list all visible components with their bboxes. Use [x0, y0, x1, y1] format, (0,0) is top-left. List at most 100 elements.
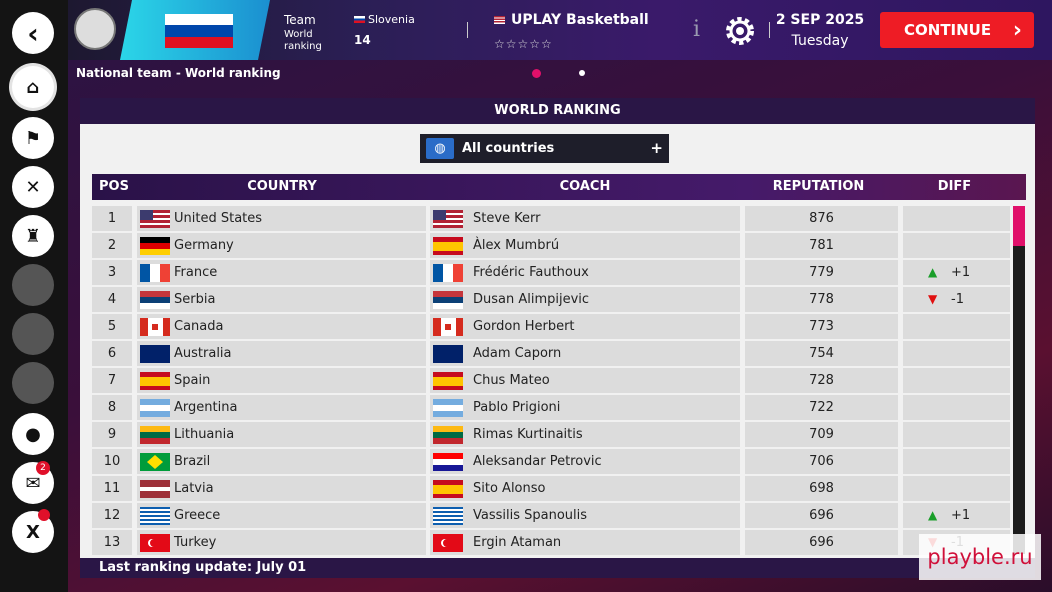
diff-value: -1 [951, 292, 964, 307]
reputation-cell: 876 [745, 206, 898, 231]
coach-name: Chus Mateo [473, 373, 550, 388]
country-filter[interactable]: ◍ All countries + [420, 134, 669, 163]
country-cell: Spain [137, 368, 426, 393]
separator [467, 22, 468, 38]
country-name: Germany [174, 238, 234, 253]
flag [433, 264, 463, 282]
diff-cell [903, 422, 1010, 447]
sidebar-button[interactable]: ‹ [12, 12, 54, 54]
country-name: Latvia [174, 481, 214, 496]
diff-cell [903, 314, 1010, 339]
flag [140, 426, 170, 444]
diff-value: +1 [951, 265, 971, 280]
weekday: Tuesday [791, 33, 849, 49]
country-name: Australia [174, 346, 232, 361]
coach-name: Gordon Herbert [473, 319, 575, 334]
reputation-cell: 696 [745, 530, 898, 555]
pos-cell: 1 [92, 206, 132, 231]
pos-cell: 12 [92, 503, 132, 528]
flag [433, 210, 463, 228]
sidebar-button[interactable]: ♜ [12, 215, 54, 257]
country-name: United States [174, 211, 263, 226]
flag [140, 399, 170, 417]
country-cell: Argentina [137, 395, 426, 420]
coach-cell: Dusan Alimpijevic [430, 287, 740, 312]
game-title: UPLAY Basketball [511, 12, 649, 28]
diff-arrow: ▼ [928, 292, 938, 306]
pos-cell: 13 [92, 530, 132, 555]
flag [433, 426, 463, 444]
diff-cell: ▲ +1 [903, 260, 1010, 285]
coach-cell: Adam Caporn [430, 341, 740, 366]
diff-value: +1 [951, 508, 971, 523]
country-cell: Germany [137, 233, 426, 258]
diff-cell [903, 368, 1010, 393]
page-dot[interactable] [532, 69, 541, 78]
coach-name: Adam Caporn [473, 346, 562, 361]
continue-label[interactable]: CONTINUE [904, 21, 992, 39]
filter-label[interactable]: All countries [462, 141, 555, 156]
notification-dot [38, 509, 50, 521]
watermark: playble.ru [919, 534, 1041, 580]
continue-button[interactable]: CONTINUE › [880, 12, 1034, 48]
diff-cell [903, 341, 1010, 366]
reputation-cell: 706 [745, 449, 898, 474]
pos-cell: 9 [92, 422, 132, 447]
sidebar-button[interactable] [12, 313, 54, 355]
country-cell: Lithuania [137, 422, 426, 447]
country-name: Canada [174, 319, 224, 334]
page-dot[interactable] [579, 70, 585, 76]
flag [433, 453, 463, 471]
country-cell: Brazil [137, 449, 426, 474]
flag [433, 291, 463, 309]
team-rank: 14 [354, 33, 371, 47]
scroll-thumb[interactable] [1013, 206, 1025, 246]
pos-cell: 7 [92, 368, 132, 393]
country-cell: France [137, 260, 426, 285]
country-name: Argentina [174, 400, 238, 415]
coach-name: Aleksandar Petrovic [473, 454, 602, 469]
panel-title: WORLD RANKING [80, 98, 1035, 124]
small-flag [354, 16, 365, 23]
coach-cell: Pablo Prigioni [430, 395, 740, 420]
diff-cell [903, 395, 1010, 420]
club-logo[interactable] [74, 8, 116, 50]
reputation-cell: 779 [745, 260, 898, 285]
country-cell: Canada [137, 314, 426, 339]
column-header: COACH [559, 179, 611, 194]
country-cell: Greece [137, 503, 426, 528]
coach-name: Frédéric Fauthoux [473, 265, 589, 280]
sidebar-button[interactable]: ● [12, 413, 54, 455]
coach-cell: Aleksandar Petrovic [430, 449, 740, 474]
flag [433, 507, 463, 525]
notification-badge: 2 [36, 461, 50, 475]
pos-cell: 4 [92, 287, 132, 312]
pos-cell: 10 [92, 449, 132, 474]
flag [140, 372, 170, 390]
country-cell: United States [137, 206, 426, 231]
diff-cell: ▼ -1 [903, 287, 1010, 312]
reputation-cell: 728 [745, 368, 898, 393]
country-cell: Australia [137, 341, 426, 366]
coach-cell: Frédéric Fauthoux [430, 260, 740, 285]
team-flag [165, 14, 233, 48]
settings-button[interactable] [723, 14, 757, 48]
info-button[interactable]: i [693, 17, 701, 42]
country-cell: Serbia [137, 287, 426, 312]
country-name: Greece [174, 508, 221, 523]
sidebar-button[interactable] [12, 264, 54, 306]
sidebar-button[interactable]: ✕ [12, 166, 54, 208]
reputation-cell: 709 [745, 422, 898, 447]
country-name: Serbia [174, 292, 216, 307]
scrollbar[interactable] [1013, 206, 1025, 554]
sidebar-button[interactable]: ⌂ [12, 66, 54, 108]
flag [140, 507, 170, 525]
sidebar-button[interactable]: ⚑ [12, 117, 54, 159]
reputation-cell: 698 [745, 476, 898, 501]
sidebar-button[interactable] [12, 362, 54, 404]
flag [140, 345, 170, 363]
column-header: REPUTATION [772, 179, 865, 194]
flag [140, 318, 170, 336]
diff-cell: ▲ +1 [903, 503, 1010, 528]
